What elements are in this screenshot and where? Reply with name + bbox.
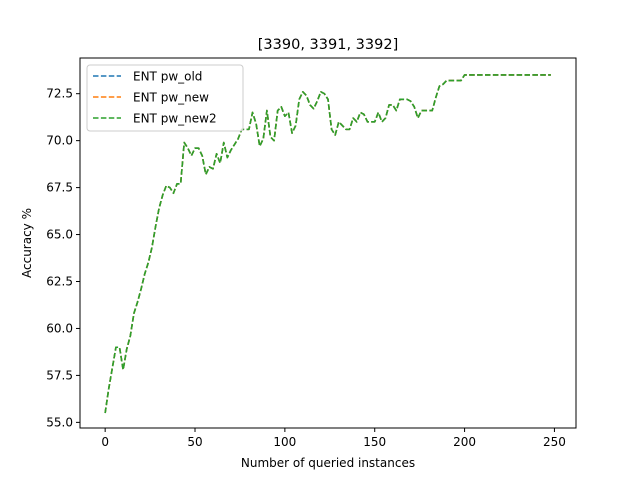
legend: ENT pw_old ENT pw_new ENT pw_new2 (86, 64, 244, 132)
y-tick-label: 60.0 (46, 321, 73, 335)
legend-label-1: ENT pw_old (133, 70, 202, 84)
y-tick-label: 62.5 (46, 275, 73, 289)
y-axis-ticks: 55.0 57.5 60.0 62.5 65.0 67.5 70.0 72.5 (46, 87, 80, 429)
legend-label-2: ENT pw_new (133, 91, 209, 105)
y-tick-label: 65.0 (46, 228, 73, 242)
plot-frame (79, 57, 577, 429)
x-tick-label: 250 (543, 435, 566, 449)
x-tick-label: 50 (187, 435, 202, 449)
x-tick-label: 100 (273, 435, 296, 449)
x-axis-label: Number of queried instances (241, 456, 415, 470)
y-tick-label: 55.0 (46, 415, 73, 429)
y-tick-label: 67.5 (46, 181, 73, 195)
legend-box (86, 64, 244, 132)
y-axis-label: Accuracy % (20, 208, 34, 278)
x-axis-ticks: 0 50 100 150 200 250 (101, 428, 566, 449)
y-tick-label: 70.0 (46, 134, 73, 148)
y-tick-label: 72.5 (46, 87, 73, 101)
series-line-3 (104, 74, 551, 414)
x-tick-label: 200 (453, 435, 476, 449)
chart-title: [3390, 3391, 3392] (258, 37, 398, 53)
x-tick-label: 0 (101, 435, 109, 449)
x-tick-label: 150 (363, 435, 386, 449)
y-tick-label: 57.5 (46, 368, 73, 382)
series-layer (104, 74, 551, 414)
legend-label-3: ENT pw_new2 (133, 112, 217, 126)
